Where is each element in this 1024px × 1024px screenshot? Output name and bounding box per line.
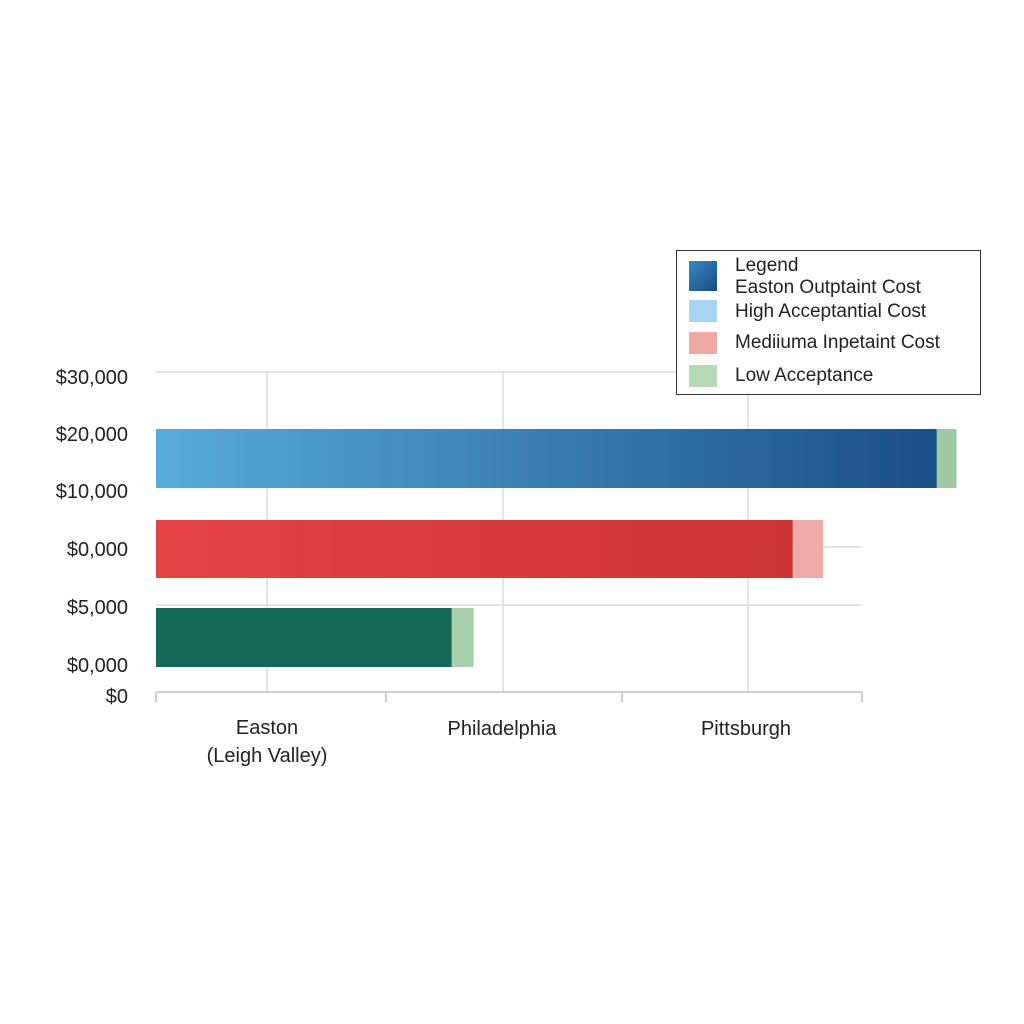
legend-title: Legend bbox=[735, 255, 799, 276]
green-bar-cap bbox=[451, 608, 474, 667]
x-tick-label: Easton (Leigh Valley) bbox=[207, 717, 328, 767]
y-tick-label: $20,000 bbox=[56, 424, 128, 446]
legend-entry-2: Mediiuma Inpetaint Cost bbox=[735, 332, 940, 353]
y-tick-label: $0 bbox=[106, 686, 128, 708]
blue-bar-cap bbox=[936, 429, 957, 488]
x-tick-label: Pittsburgh bbox=[701, 718, 791, 740]
red-bar bbox=[156, 520, 793, 578]
legend: Legend Easton Outptaint Cost High Accept… bbox=[676, 250, 981, 395]
legend-swatch-title bbox=[689, 261, 717, 291]
red-bar-cap bbox=[792, 520, 824, 578]
y-tick-label: $5,000 bbox=[67, 597, 128, 619]
x-tick-label-line: (Leigh Valley) bbox=[207, 745, 328, 767]
y-tick-label: $0,000 bbox=[67, 655, 128, 677]
y-tick-label: $10,000 bbox=[56, 481, 128, 503]
legend-swatch-2 bbox=[689, 332, 717, 354]
y-tick-label: $30,000 bbox=[56, 367, 128, 389]
blue-bar bbox=[156, 429, 937, 488]
legend-entry-1: High Acceptantial Cost bbox=[735, 301, 927, 322]
legend-entry-0: Easton Outptaint Cost bbox=[735, 277, 921, 298]
legend-entry-3: Low Acceptance bbox=[735, 365, 874, 386]
green-bar bbox=[156, 608, 452, 667]
y-tick-label: $0,000 bbox=[67, 539, 128, 561]
x-tick-label-line: Easton bbox=[236, 717, 298, 739]
x-tick-label: Philadelphia bbox=[448, 718, 558, 740]
legend-swatch-3 bbox=[689, 365, 717, 387]
legend-swatch-1 bbox=[689, 300, 717, 322]
